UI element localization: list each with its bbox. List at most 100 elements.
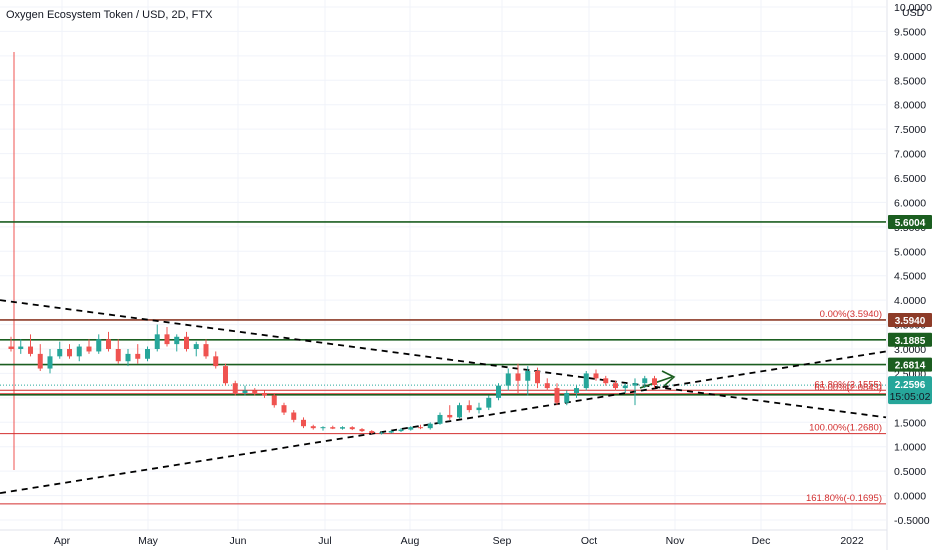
fib-label: 65.00%(2.0843)	[814, 383, 882, 394]
candle-body	[242, 390, 248, 393]
x-tick-label: Jun	[230, 535, 247, 547]
candle-body	[622, 385, 628, 389]
candle-body	[515, 373, 521, 381]
candle-body	[447, 414, 453, 418]
x-tick-label: May	[138, 535, 159, 547]
fib-label: 100.00%(1.2680)	[809, 423, 882, 434]
candle-body	[476, 407, 482, 411]
y-tick-label: 9.5000	[894, 26, 926, 38]
chart-title: Oxygen Ecosystem Token / USD, 2D, FTX	[6, 9, 213, 21]
candle-body	[281, 405, 287, 413]
candle-body	[18, 346, 24, 349]
price-countdown: 15:05:02	[890, 391, 931, 403]
candle-body	[57, 349, 63, 357]
x-axis[interactable]: Apr May Jun Jul Aug Sep Oct Nov Dec 2022	[54, 535, 864, 547]
y-tick-label: 8.0000	[894, 100, 926, 112]
y-tick-label: 8.5000	[894, 75, 926, 87]
candle-body	[96, 339, 102, 352]
y-tick-label: 0.5000	[894, 466, 926, 478]
candle-body	[203, 344, 209, 357]
candle-body	[613, 383, 618, 389]
candle-body	[86, 346, 92, 352]
candle-body	[145, 349, 150, 359]
y-tick-label: 0.0000	[894, 491, 926, 503]
candle-body	[320, 427, 326, 429]
candle-body	[525, 370, 531, 381]
candle-body	[437, 414, 443, 424]
y-tick-label: 10.0000	[894, 2, 932, 14]
last-price-value: 2.2596	[895, 380, 926, 391]
trendline	[0, 299, 887, 419]
y-tick-label: 6.5000	[894, 173, 926, 185]
candle-body	[544, 383, 550, 389]
x-tick-label: Apr	[54, 535, 71, 547]
grid	[0, 0, 888, 550]
fib-label: 0.00%(3.5940)	[820, 309, 882, 320]
candle-body	[603, 378, 609, 384]
candle-body	[28, 346, 33, 354]
y-tick-label: 9.0000	[894, 51, 926, 63]
x-tick-label: Oct	[581, 535, 597, 547]
candle-body	[398, 429, 404, 432]
candle-body	[427, 423, 433, 429]
candle-body	[8, 346, 14, 349]
y-tick-label: 1.5000	[894, 417, 926, 429]
candle-body	[223, 366, 228, 384]
candle-body	[125, 353, 131, 362]
fib-label: 61.80%(2.1555)	[814, 379, 882, 390]
breakout-arrow-head	[661, 370, 676, 387]
candle-body	[76, 346, 82, 357]
y-tick-label: 5.0000	[894, 246, 926, 258]
candle-body	[564, 392, 570, 403]
fib-label: 161.80%(-0.1695)	[806, 493, 882, 504]
candle-body	[505, 373, 511, 386]
candle-body	[496, 385, 501, 398]
x-tick-label: Sep	[493, 535, 512, 547]
x-tick-label: 2022	[840, 535, 864, 547]
fib-labels: 0.00%(3.5940) 61.80%(2.1555)65.00%(2.0843…	[806, 309, 882, 504]
y-tick-label: 7.0000	[894, 149, 926, 161]
candle-body	[106, 339, 111, 349]
candles	[8, 324, 657, 435]
candle-body	[310, 426, 316, 429]
candle-body	[369, 431, 375, 434]
candle-body	[154, 334, 160, 349]
candle-body	[642, 378, 648, 384]
price-level-tag	[888, 357, 932, 372]
candle-body	[554, 388, 560, 403]
x-tick-label: Aug	[401, 535, 420, 547]
y-tick-label: 3.0000	[894, 344, 926, 356]
y-tick-label: 4.5000	[894, 271, 926, 283]
candle-body	[593, 373, 599, 379]
candle-body	[486, 397, 492, 408]
price-level-tag	[888, 312, 932, 327]
candle-body	[388, 431, 394, 433]
y-tick-label: 1.0000	[894, 442, 926, 454]
candle-body	[583, 373, 589, 389]
x-tick-label: Nov	[666, 535, 685, 547]
candle-body	[535, 370, 540, 384]
candle-body	[47, 356, 53, 369]
price-level-tag-label: 3.5940	[895, 316, 926, 327]
candle-body	[232, 383, 238, 393]
candle-body	[652, 378, 657, 386]
y-tick-label: 6.0000	[894, 197, 926, 209]
y-tick-label: 4.0000	[894, 295, 926, 307]
candle-body	[252, 390, 258, 393]
candle-body	[418, 427, 423, 429]
candle-body	[349, 427, 355, 430]
candle-body	[115, 349, 121, 362]
x-tick-label: Dec	[752, 535, 771, 547]
candle-body	[632, 383, 638, 386]
candle-body	[164, 334, 170, 345]
x-tick-label: Jul	[318, 535, 331, 547]
candle-body	[213, 356, 219, 367]
candle-body	[359, 429, 365, 432]
candle-body	[67, 349, 72, 357]
candle-body	[271, 395, 277, 406]
price-level-tag	[888, 214, 932, 229]
currency-label: USD	[902, 7, 925, 19]
candle-body	[340, 427, 345, 429]
